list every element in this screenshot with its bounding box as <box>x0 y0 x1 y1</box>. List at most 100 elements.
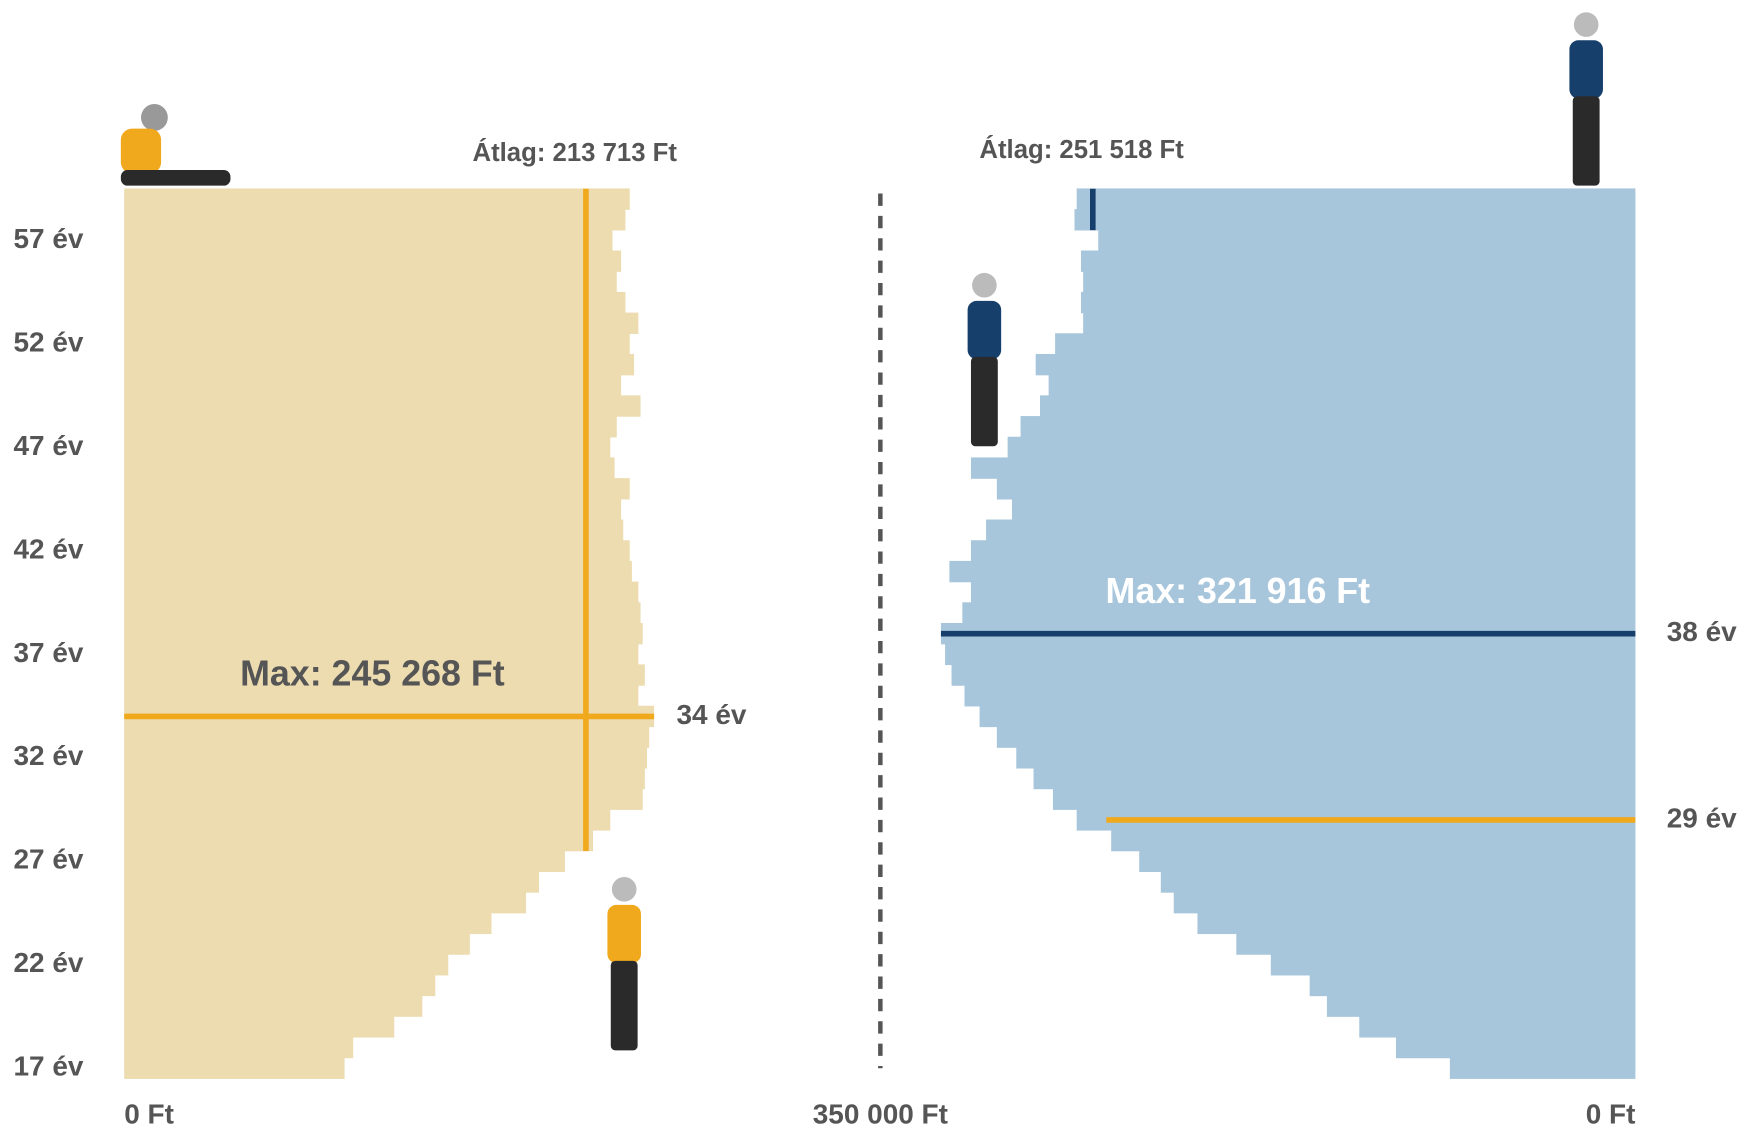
bar <box>124 602 641 624</box>
bar <box>964 685 1636 707</box>
bar <box>124 498 622 521</box>
max-label: Max: 245 268 Ft <box>240 654 505 694</box>
x-tick-label: 0 Ft <box>124 1099 174 1130</box>
bar <box>124 560 632 583</box>
figure-head <box>611 876 637 902</box>
y-tick-label: 47 év <box>13 430 83 461</box>
marker-label: 29 év <box>1667 802 1737 833</box>
bar <box>124 829 594 852</box>
bar <box>951 664 1636 686</box>
bar <box>124 395 641 417</box>
bar <box>124 1016 395 1038</box>
figure-legs <box>1572 96 1600 186</box>
figure-head <box>972 272 997 298</box>
bar <box>1270 954 1636 976</box>
max-label: Max: 321 916 Ft <box>1106 571 1371 611</box>
bar <box>124 788 643 810</box>
bar <box>124 519 624 541</box>
bar <box>124 416 617 438</box>
bar <box>1395 1036 1636 1059</box>
bar <box>1080 291 1636 314</box>
y-tick-label: 37 év <box>13 637 83 668</box>
bar <box>1197 912 1636 935</box>
bar <box>1083 312 1636 334</box>
bar <box>979 705 1636 728</box>
figure-head <box>140 104 168 131</box>
y-tick-label: 52 év <box>13 326 83 357</box>
bar <box>124 809 611 831</box>
bar <box>945 643 1636 666</box>
bar <box>962 602 1636 624</box>
mean-label: Átlag: 251 518 Ft <box>979 135 1184 164</box>
bar <box>1048 374 1636 397</box>
bar <box>1076 188 1636 210</box>
figure-body <box>607 904 641 964</box>
bar <box>996 478 1636 500</box>
bar <box>970 581 1636 603</box>
bar <box>124 436 611 459</box>
bar <box>124 974 436 997</box>
bar <box>1052 788 1636 810</box>
bar <box>124 685 639 707</box>
bar <box>124 457 615 479</box>
max-age-label: 38 év <box>1667 616 1737 647</box>
bar <box>1173 892 1636 914</box>
figure-body <box>120 128 162 174</box>
y-tick-label: 27 év <box>13 844 83 875</box>
bar <box>1359 1016 1636 1038</box>
bar <box>124 954 449 976</box>
bar <box>124 871 540 893</box>
bar <box>124 767 645 790</box>
bar <box>124 374 622 397</box>
bar <box>1080 250 1636 272</box>
bar <box>1111 829 1636 852</box>
bar <box>124 912 492 935</box>
bar <box>1083 271 1636 293</box>
bar <box>996 726 1636 748</box>
y-tick-label: 17 év <box>13 1051 83 1082</box>
figure-body <box>967 300 1002 360</box>
figure-legs <box>970 356 998 447</box>
bar <box>970 540 1636 562</box>
bar <box>124 478 630 500</box>
bar <box>1007 436 1636 459</box>
bar <box>1098 229 1636 252</box>
figure-head <box>1573 12 1599 37</box>
bar <box>124 271 617 293</box>
bar <box>1011 498 1636 521</box>
figure-legs <box>120 170 231 186</box>
bar <box>1020 416 1636 438</box>
bar <box>124 540 630 562</box>
bar <box>124 209 626 231</box>
bar <box>124 643 639 666</box>
bar <box>1160 871 1636 893</box>
bar <box>124 291 626 314</box>
bar <box>124 333 630 355</box>
mean-label: Átlag: 213 713 Ft <box>473 138 678 167</box>
bar <box>124 312 639 334</box>
bar <box>1055 333 1636 355</box>
figure-body <box>1569 40 1603 99</box>
bar <box>1326 995 1636 1017</box>
x-tick-label: 350 000 Ft <box>813 1099 948 1130</box>
bar <box>1449 1057 1636 1079</box>
bar <box>949 560 1636 583</box>
bar <box>124 892 527 914</box>
bar <box>124 229 613 252</box>
max-age-label: 34 év <box>676 699 746 730</box>
y-tick-label: 22 év <box>13 947 83 978</box>
bar <box>1309 974 1636 997</box>
bar <box>124 250 622 272</box>
figure-legs <box>610 960 638 1051</box>
y-tick-label: 57 év <box>13 223 83 254</box>
y-tick-label: 32 év <box>13 740 83 771</box>
bar <box>986 519 1636 541</box>
bar <box>124 933 470 955</box>
bar <box>1016 747 1636 769</box>
bar <box>1236 933 1636 955</box>
bar <box>1033 767 1636 790</box>
bar <box>1139 850 1636 872</box>
bar <box>124 726 650 748</box>
x-tick-label: 0 Ft <box>1586 1099 1636 1130</box>
